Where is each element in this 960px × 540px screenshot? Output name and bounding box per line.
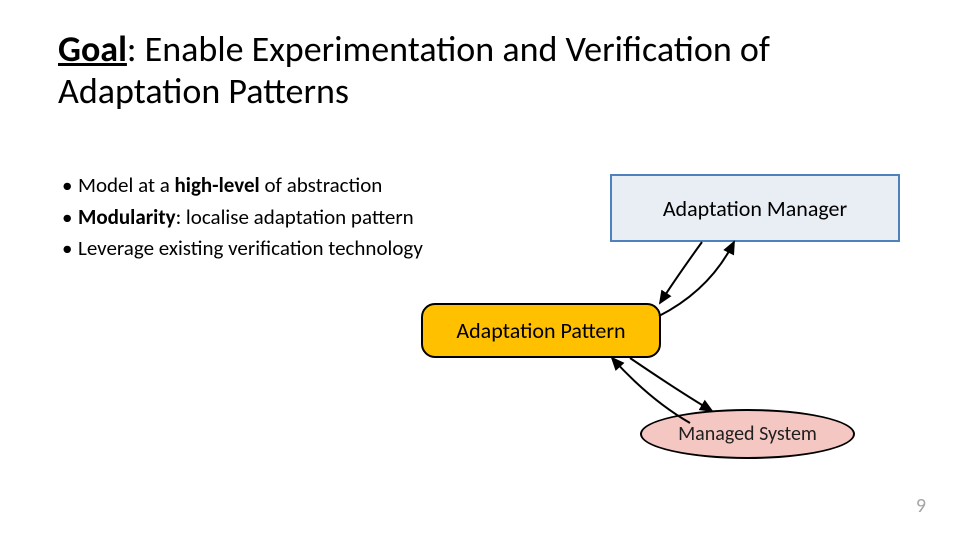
bullet-pre: Leverage existing verification technolog… (78, 235, 423, 261)
manager-to-pattern (660, 242, 702, 303)
bullet-pre: Model at a (78, 172, 175, 198)
bullet-dot-icon: • (62, 202, 78, 234)
title-rest: : Enable Experimentation and Verificatio… (58, 27, 770, 113)
node-managed-system: Managed System (640, 409, 855, 459)
bullet-post: : localise adaptation pattern (176, 204, 414, 230)
pattern-to-system (630, 358, 712, 411)
bullet-item: • Leverage existing verification technol… (62, 233, 582, 265)
bullet-post: of abstraction (260, 172, 383, 198)
bullet-bold: high-level (175, 172, 260, 198)
bullet-item: • Modularity: localise adaptation patter… (62, 202, 582, 234)
bullet-dot-icon: • (62, 233, 78, 265)
page-number: 9 (916, 494, 926, 518)
node-label: Adaptation Manager (663, 195, 847, 222)
bullet-bold: Modularity (78, 204, 176, 230)
bullet-list: • Model at a high-level of abstraction •… (62, 170, 582, 265)
system-to-pattern (612, 358, 690, 423)
node-label: Adaptation Pattern (456, 317, 625, 344)
bullet-dot-icon: • (62, 170, 78, 202)
pattern-to-manager (659, 242, 734, 316)
bullet-item: • Model at a high-level of abstraction (62, 170, 582, 202)
node-adaptation-manager: Adaptation Manager (610, 174, 900, 242)
node-adaptation-pattern: Adaptation Pattern (421, 303, 661, 358)
slide-title: Goal: Enable Experimentation and Verific… (58, 28, 898, 113)
node-label: Managed System (678, 422, 817, 446)
title-goal: Goal (58, 27, 127, 71)
